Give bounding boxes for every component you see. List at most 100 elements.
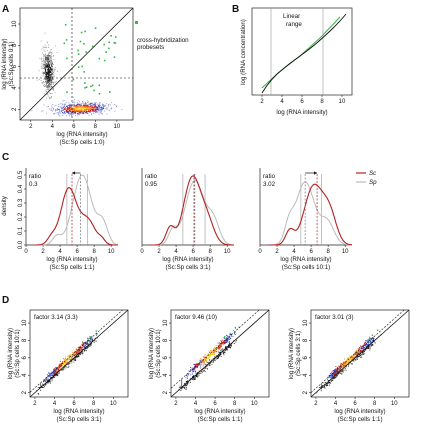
panel-b-xtick-label: 10 (339, 99, 346, 105)
sc-probe-point (207, 356, 208, 358)
sp-probe-point (224, 347, 226, 348)
scatter-point (47, 64, 49, 66)
sc-probe-point (220, 345, 221, 347)
sp-probe-point (339, 371, 341, 373)
scatter-point (52, 71, 54, 73)
sp-probe-point (212, 358, 214, 359)
scatter-point (91, 103, 93, 104)
sc-probe-point (60, 368, 62, 370)
scatter-point (80, 111, 82, 112)
scatter-point (43, 68, 45, 69)
sc-probe-point (85, 343, 86, 344)
sc-probe-point (204, 354, 206, 356)
scatter-point (46, 86, 47, 88)
scatter-point (50, 71, 51, 72)
scatter-point (50, 71, 52, 73)
scatter-point (91, 107, 93, 108)
sc-probe-point (361, 350, 363, 352)
sc-probe-point (362, 348, 363, 350)
sp-probe-point (223, 351, 225, 353)
sc-probe-point (344, 361, 346, 363)
scatter-point (55, 80, 57, 82)
sp-probe-point (220, 354, 221, 356)
sc-probe-point (193, 368, 195, 370)
sp-probe-point (203, 368, 205, 369)
sp-probe-point (184, 383, 185, 385)
scatter-point (76, 111, 78, 113)
scatter-point (45, 54, 47, 56)
sp-probe-point (320, 386, 322, 388)
panel-c-legend-sc: Sc (369, 170, 377, 177)
sc-probe-point (71, 357, 73, 359)
scatter-point (104, 108, 106, 110)
scatter-point (47, 86, 49, 88)
scatter-point (61, 110, 62, 112)
panel-d-xtick-label: 4 (194, 401, 198, 407)
sc-probe-point (356, 352, 358, 354)
scatter-point (47, 77, 49, 79)
scatter-point (83, 112, 85, 114)
scatter-point (73, 109, 75, 110)
scatter-point (58, 108, 60, 110)
scatter-point (78, 109, 80, 110)
sc-probe-point (205, 357, 207, 359)
sc-probe-point (371, 339, 372, 340)
scatter-point (51, 93, 53, 94)
sc-probe-point (52, 372, 54, 374)
scatter-point (93, 108, 95, 109)
scatter-point (97, 108, 99, 110)
scatter-point (44, 68, 46, 70)
sc-probe-point (69, 358, 71, 360)
scatter-point (55, 69, 57, 70)
scatter-point (98, 105, 99, 106)
panel-d-ytick-label: 6 (22, 356, 28, 360)
sp-probe-point (50, 378, 52, 380)
sc-probe-point (357, 353, 359, 355)
scatter-point (36, 79, 38, 81)
sp-probe-point (71, 362, 73, 364)
sp-probe-point (65, 366, 67, 367)
sc-probe-point (216, 351, 217, 353)
sc-probe-point (69, 355, 71, 357)
scatter-point (43, 60, 45, 62)
scatter-point (63, 108, 65, 110)
sp-probe-point (192, 379, 194, 381)
sc-probe-point (364, 349, 366, 351)
scatter-point (88, 107, 90, 109)
scatter-point (48, 74, 50, 76)
scatter-point (50, 69, 52, 71)
panel-c-ytick-label: 0.0 (18, 240, 24, 249)
sc-probe-point (223, 341, 225, 343)
scatter-point (45, 57, 46, 59)
scatter-point (51, 80, 53, 82)
sp-probe-point (219, 355, 220, 356)
scatter-point (48, 86, 50, 88)
sp-probe-point (56, 375, 58, 377)
sc-probe-point (194, 366, 196, 367)
sp-probe-point (52, 377, 54, 379)
sp-probe-point (209, 363, 210, 364)
sp-probe-point (66, 364, 68, 365)
scatter-point (78, 110, 80, 112)
scatter-point (50, 61, 52, 63)
sc-probe-point (342, 366, 343, 368)
sc-probe-point (86, 343, 88, 345)
sc-probe-point (346, 361, 348, 363)
scatter-point (43, 71, 45, 73)
scatter-point (82, 105, 84, 107)
sp-probe-point (194, 377, 196, 379)
sp-probe-point (86, 342, 88, 344)
cross-hybridization-point (109, 91, 111, 93)
cross-hybridization-point (82, 342, 84, 344)
scatter-point (93, 110, 94, 112)
sc-probe-point (370, 342, 372, 344)
cross-hybridization-point (93, 89, 95, 92)
sp-probe-point (352, 360, 354, 362)
scatter-point (49, 79, 51, 81)
scatter-point (46, 73, 48, 74)
scatter-point (83, 107, 85, 109)
scatter-point (93, 109, 95, 111)
sc-probe-point (360, 345, 362, 347)
scatter-point (51, 96, 52, 97)
scatter-point (40, 80, 42, 81)
